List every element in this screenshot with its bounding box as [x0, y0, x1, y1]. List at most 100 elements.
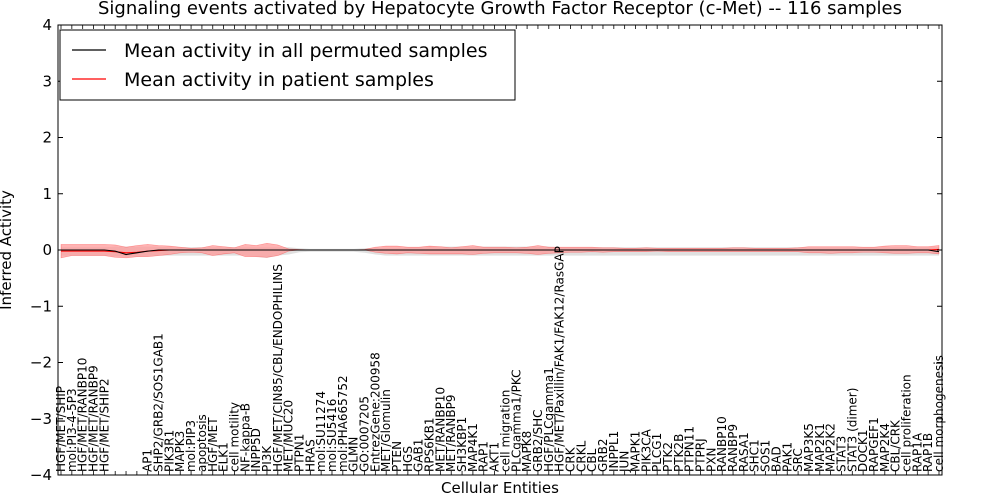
- x-category-label: GAB1: [412, 439, 426, 472]
- x-category-label: MAP2K4: [878, 423, 892, 472]
- x-category-label: PLCG1: [650, 433, 664, 472]
- x-category-label: AKT1: [488, 442, 502, 472]
- x-category-label: HGF/MET/SHIP: [54, 386, 68, 472]
- y-tick-label: 0: [42, 241, 52, 259]
- x-category-label: mol:PI3-4-5P3: [65, 388, 79, 472]
- x-category-label: GRB2/SHC: [531, 409, 545, 472]
- legend: Mean activity in all permuted samples Me…: [59, 29, 516, 101]
- x-category-label: GO:0007205: [358, 396, 372, 472]
- y-tick-label: −4: [30, 466, 52, 484]
- x-category-label: MET/MUC20: [282, 400, 296, 472]
- y-tick-label: 1: [42, 185, 52, 203]
- x-category-label: RAP1B: [921, 433, 935, 472]
- x-category-label: RAPGEF1: [867, 417, 881, 472]
- legend-label-permuted: Mean activity in all permuted samples: [124, 40, 487, 62]
- y-tick-label: −1: [30, 297, 52, 315]
- x-category-label: PTPN1: [292, 434, 306, 472]
- x-category-label: INPPL1: [607, 431, 621, 472]
- x-category-label: HGF/MET/Paxillin/FAK1/FAK12/RasGAP: [553, 246, 567, 472]
- x-axis-label: Cellular Entities: [441, 479, 559, 497]
- x-category-label: STAT3: [834, 436, 848, 472]
- x-category-label: HGF/PLCgamma1: [542, 367, 556, 472]
- x-category-label: MAPK8: [520, 431, 534, 472]
- x-category-label: cell motility: [227, 402, 241, 472]
- y-tick-label: −3: [30, 410, 52, 428]
- x-category-label: RASA1: [737, 432, 751, 472]
- x-category-label: PAK1: [780, 442, 794, 472]
- x-category-label: MET/RANBP9: [444, 395, 458, 472]
- x-category-label: SH3KBP1: [455, 417, 469, 472]
- x-category-label: PTK2: [661, 442, 675, 472]
- x-category-label: GRB2: [596, 438, 610, 472]
- x-category-label: PXN: [704, 448, 718, 472]
- x-category-label: RPS6KB1: [423, 417, 437, 472]
- x-category-label: mol:PIP3: [184, 420, 198, 472]
- x-category-label: mol:SU5416: [325, 399, 339, 472]
- x-category-label: PTPRJ: [694, 438, 708, 472]
- x-category-label: ELK1: [217, 442, 231, 472]
- x-category-label: SHP2/GRB2/SOS1GAB1: [152, 333, 166, 472]
- x-category-label: CBL/CRK: [889, 419, 903, 472]
- x-category-label: HGF/MET/CIN85/CBL/ENDOPHILINS: [271, 264, 285, 472]
- series-line-permuted: [61, 249, 940, 256]
- x-category-label: PIK3R1: [162, 430, 176, 472]
- legend-label-patient: Mean activity in patient samples: [124, 69, 434, 91]
- x-category-label: mol:PHA665752: [336, 375, 350, 472]
- y-axis-label: Inferred Activity: [0, 190, 15, 310]
- lines-layer: [61, 248, 940, 256]
- x-category-label: AP1: [141, 449, 155, 472]
- x-category-label: cell morphogenesis: [932, 355, 946, 472]
- x-category-label: MAP3K5: [802, 423, 816, 472]
- x-category-label: MAPK3: [173, 431, 187, 472]
- x-category-label: MAP4K1: [466, 423, 480, 472]
- patient-band: [60, 242, 940, 259]
- x-category-label: SHC1: [748, 439, 762, 472]
- x-category-label: NF-kappa-B: [238, 403, 252, 472]
- y-tick-label: 2: [42, 129, 52, 147]
- x-category-label: HGF/MET/SHIP2: [97, 378, 111, 472]
- x-category-label: HGF/MET/RANBP9: [87, 365, 101, 472]
- x-category-label: MAP2K2: [824, 423, 838, 472]
- x-category-label: PI3K: [260, 445, 274, 472]
- y-axis-ticks: −4 −3 −2 −1 0 1 2 3 4: [30, 16, 942, 484]
- x-axis-ticks: HGF/MET/SHIPmol:PI3-4-5P3HGF/MET/RANBP10…: [54, 25, 946, 475]
- legend-box: [59, 29, 516, 101]
- x-category-label: JUN: [618, 451, 632, 473]
- x-category-label: HGF/MET/RANBP10: [76, 358, 90, 472]
- bands-layer: [60, 242, 940, 259]
- y-tick-label: 4: [42, 16, 52, 34]
- x-category-label: PLCgamma1/PKC: [509, 369, 523, 472]
- chart-title: Signaling events activated by Hepatocyte…: [98, 0, 902, 19]
- x-category-label: HGF/MET: [206, 417, 220, 472]
- x-category-label: PTPN11: [683, 426, 697, 472]
- x-category-label: apoptosis: [195, 414, 209, 472]
- x-category-label: PTEN: [390, 441, 404, 472]
- x-category-label: GLMN: [347, 437, 361, 472]
- x-category-label: PIK3CA: [639, 428, 653, 472]
- x-category-label: RAP1A: [910, 432, 924, 472]
- x-category-label: SRC: [791, 448, 805, 472]
- x-category-label: BAD: [769, 446, 783, 472]
- x-category-label: RANBP9: [726, 424, 740, 472]
- x-category-label: MAP2K1: [813, 423, 827, 472]
- x-category-label: PTK2B: [672, 434, 686, 472]
- x-category-label: CRKL: [574, 440, 588, 472]
- x-category-label: RANBP10: [715, 416, 729, 472]
- x-category-label: MET/RANBP10: [433, 387, 447, 472]
- x-category-label: HRAS: [303, 439, 317, 472]
- x-category-label: RAP1: [477, 441, 491, 472]
- x-category-label: cell migration: [498, 390, 512, 472]
- x-category-label: STAT3 (dimer): [845, 388, 859, 472]
- x-category-label: INPP5D: [249, 428, 263, 472]
- x-category-label: CBL: [585, 448, 599, 472]
- x-category-label: MET/Glomulin: [379, 389, 393, 472]
- y-tick-label: 3: [42, 72, 52, 90]
- x-category-label: DOCK1: [856, 429, 870, 472]
- x-category-label: mol:SU11274: [314, 391, 328, 472]
- x-category-label: EntrezGene:200958: [368, 352, 382, 472]
- x-category-label: SOS1: [759, 440, 773, 472]
- x-category-label: HGS: [401, 446, 415, 472]
- y-tick-label: −2: [30, 354, 52, 372]
- x-category-label: CRK: [563, 446, 577, 472]
